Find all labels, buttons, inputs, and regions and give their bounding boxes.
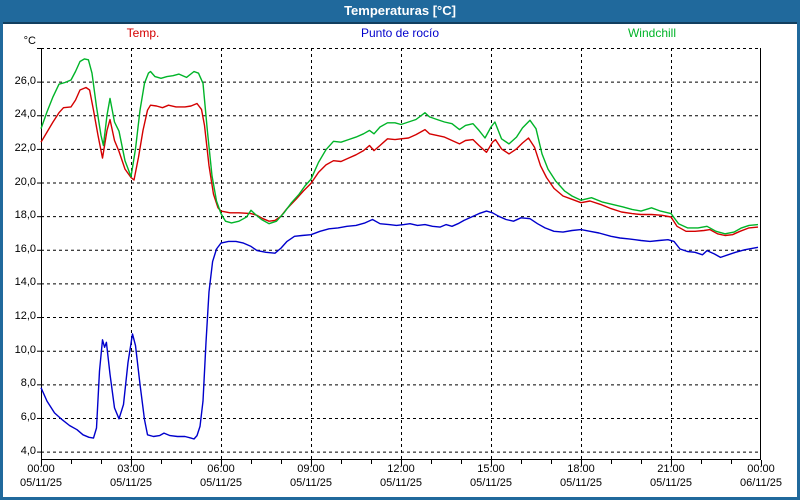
x-tick-time-label: 15:00 (477, 463, 505, 475)
y-axis-unit-label: °C (23, 35, 36, 47)
legend-dew-point: Punto de rocío (360, 26, 440, 40)
y-tick-label: 8,0 (20, 377, 36, 390)
x-tick-date-label: 05/11/25 (289, 477, 332, 489)
x-tick-date-label: 05/11/25 (19, 477, 62, 489)
x-tick-date-label: 05/11/25 (199, 477, 242, 489)
title-bar: Temperaturas [°C] (3, 0, 797, 24)
x-tick-date-label: 05/11/25 (109, 477, 152, 489)
x-tick-time-label: 03:00 (117, 463, 145, 475)
series-temp- (40, 86, 759, 237)
y-tick-label: 20,0 (14, 175, 36, 188)
x-tick-time-label: 00:00 (747, 463, 775, 475)
y-tick-label: 10,0 (14, 343, 36, 356)
x-tick-date-label: 05/11/25 (559, 477, 602, 489)
x-tick-time-label: 09:00 (297, 463, 325, 475)
x-tick-time-label: 21:00 (657, 463, 685, 475)
y-tick-label: 16,0 (14, 242, 36, 255)
x-tick-date-label: 06/11/25 (739, 477, 782, 489)
legend-windchill: Windchill (627, 26, 676, 40)
x-tick-date-label: 05/11/25 (649, 477, 692, 489)
series-windchill (40, 58, 759, 235)
x-tick-time-label: 00:00 (27, 463, 55, 475)
chart-canvas (37, 48, 762, 466)
y-tick-label: 14,0 (14, 276, 36, 289)
window-title: Temperaturas [°C] (344, 3, 456, 18)
x-tick-time-label: 06:00 (207, 463, 235, 475)
y-tick-label: 26,0 (14, 74, 36, 87)
x-tick-time-label: 18:00 (567, 463, 595, 475)
plot-area (37, 48, 762, 466)
legend-temp: Temp. (126, 26, 160, 40)
y-tick-label: 22,0 (14, 141, 36, 154)
y-tick-label: 18,0 (14, 209, 36, 222)
y-tick-label: 12,0 (14, 310, 36, 323)
y-tick-label: 24,0 (14, 108, 36, 121)
y-tick-label: 6,0 (20, 410, 36, 423)
y-tick-label: 4,0 (20, 444, 36, 457)
x-tick-date-label: 05/11/25 (469, 477, 512, 489)
series-punto-de-roc-o (40, 210, 759, 440)
x-tick-date-label: 05/11/25 (379, 477, 422, 489)
x-tick-time-label: 12:00 (387, 463, 415, 475)
